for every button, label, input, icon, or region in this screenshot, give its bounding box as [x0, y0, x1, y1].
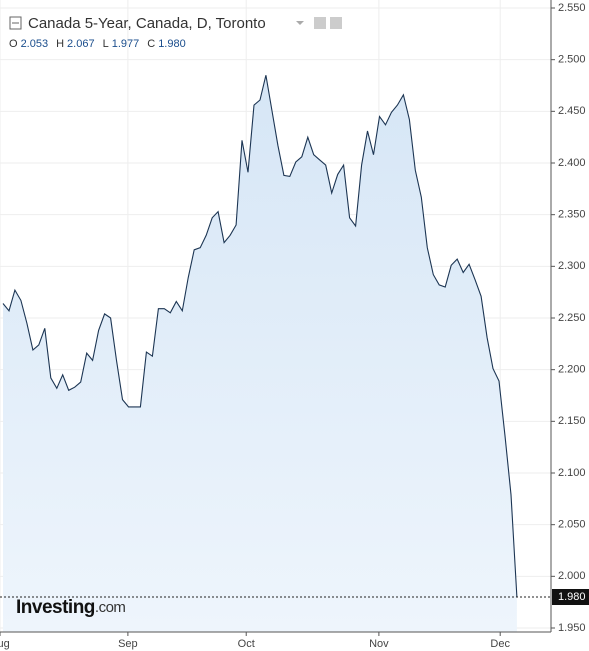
y-tick-label: 1.950 — [558, 622, 586, 634]
ohlc-value: 1.977 — [112, 38, 140, 50]
y-tick-label: 2.150 — [558, 415, 586, 427]
logo: Investing.com — [16, 597, 125, 618]
last-price-tag — [552, 589, 589, 605]
y-tick-label: 2.200 — [558, 364, 586, 376]
y-tick-label: 2.250 — [558, 312, 586, 324]
x-tick-label: Oct — [238, 638, 255, 650]
plot: Investing.com — [2, 75, 518, 632]
logo-main: Investing — [16, 597, 95, 618]
last-price-label: 1.980 — [558, 591, 586, 603]
price-line — [2, 75, 518, 598]
y-tick-label: 2.450 — [558, 105, 586, 117]
y-tick-label: 2.050 — [558, 519, 586, 531]
y-tick-label: 2.500 — [558, 54, 586, 66]
x-tick-label: Aug — [0, 638, 10, 650]
x-tick-label: Sep — [118, 638, 138, 650]
y-tick-label: 2.000 — [558, 570, 586, 582]
ohlc-key: H — [56, 38, 64, 50]
ohlc-key: O — [9, 38, 18, 50]
ohlc-key: L — [103, 38, 109, 50]
y-tick-label: 2.300 — [558, 260, 586, 272]
ohlc-value: 1.980 — [158, 38, 186, 50]
x-tick-label: Dec — [490, 638, 510, 650]
y-tick-label: 2.400 — [558, 157, 586, 169]
ohlc-value: 2.053 — [21, 38, 49, 50]
settings-icon[interactable] — [330, 17, 342, 29]
ohlc: O 2.053 H 2.067 L 1.977 C 1.980 — [9, 38, 186, 50]
chart-title: Canada 5-Year, Canada, D, Toronto — [28, 15, 266, 32]
logo-suffix: .com — [95, 599, 126, 616]
y-tick-label: 2.550 — [558, 2, 586, 14]
x-tick-label: Nov — [369, 638, 389, 650]
y-tick-label: 2.350 — [558, 209, 586, 221]
dropdown-icon[interactable] — [296, 21, 304, 25]
eye-icon[interactable] — [314, 17, 326, 29]
ohlc-value: 2.067 — [67, 38, 95, 50]
ohlc-key: C — [147, 38, 155, 50]
area — [2, 75, 517, 632]
y-tick-label: 2.100 — [558, 467, 586, 479]
